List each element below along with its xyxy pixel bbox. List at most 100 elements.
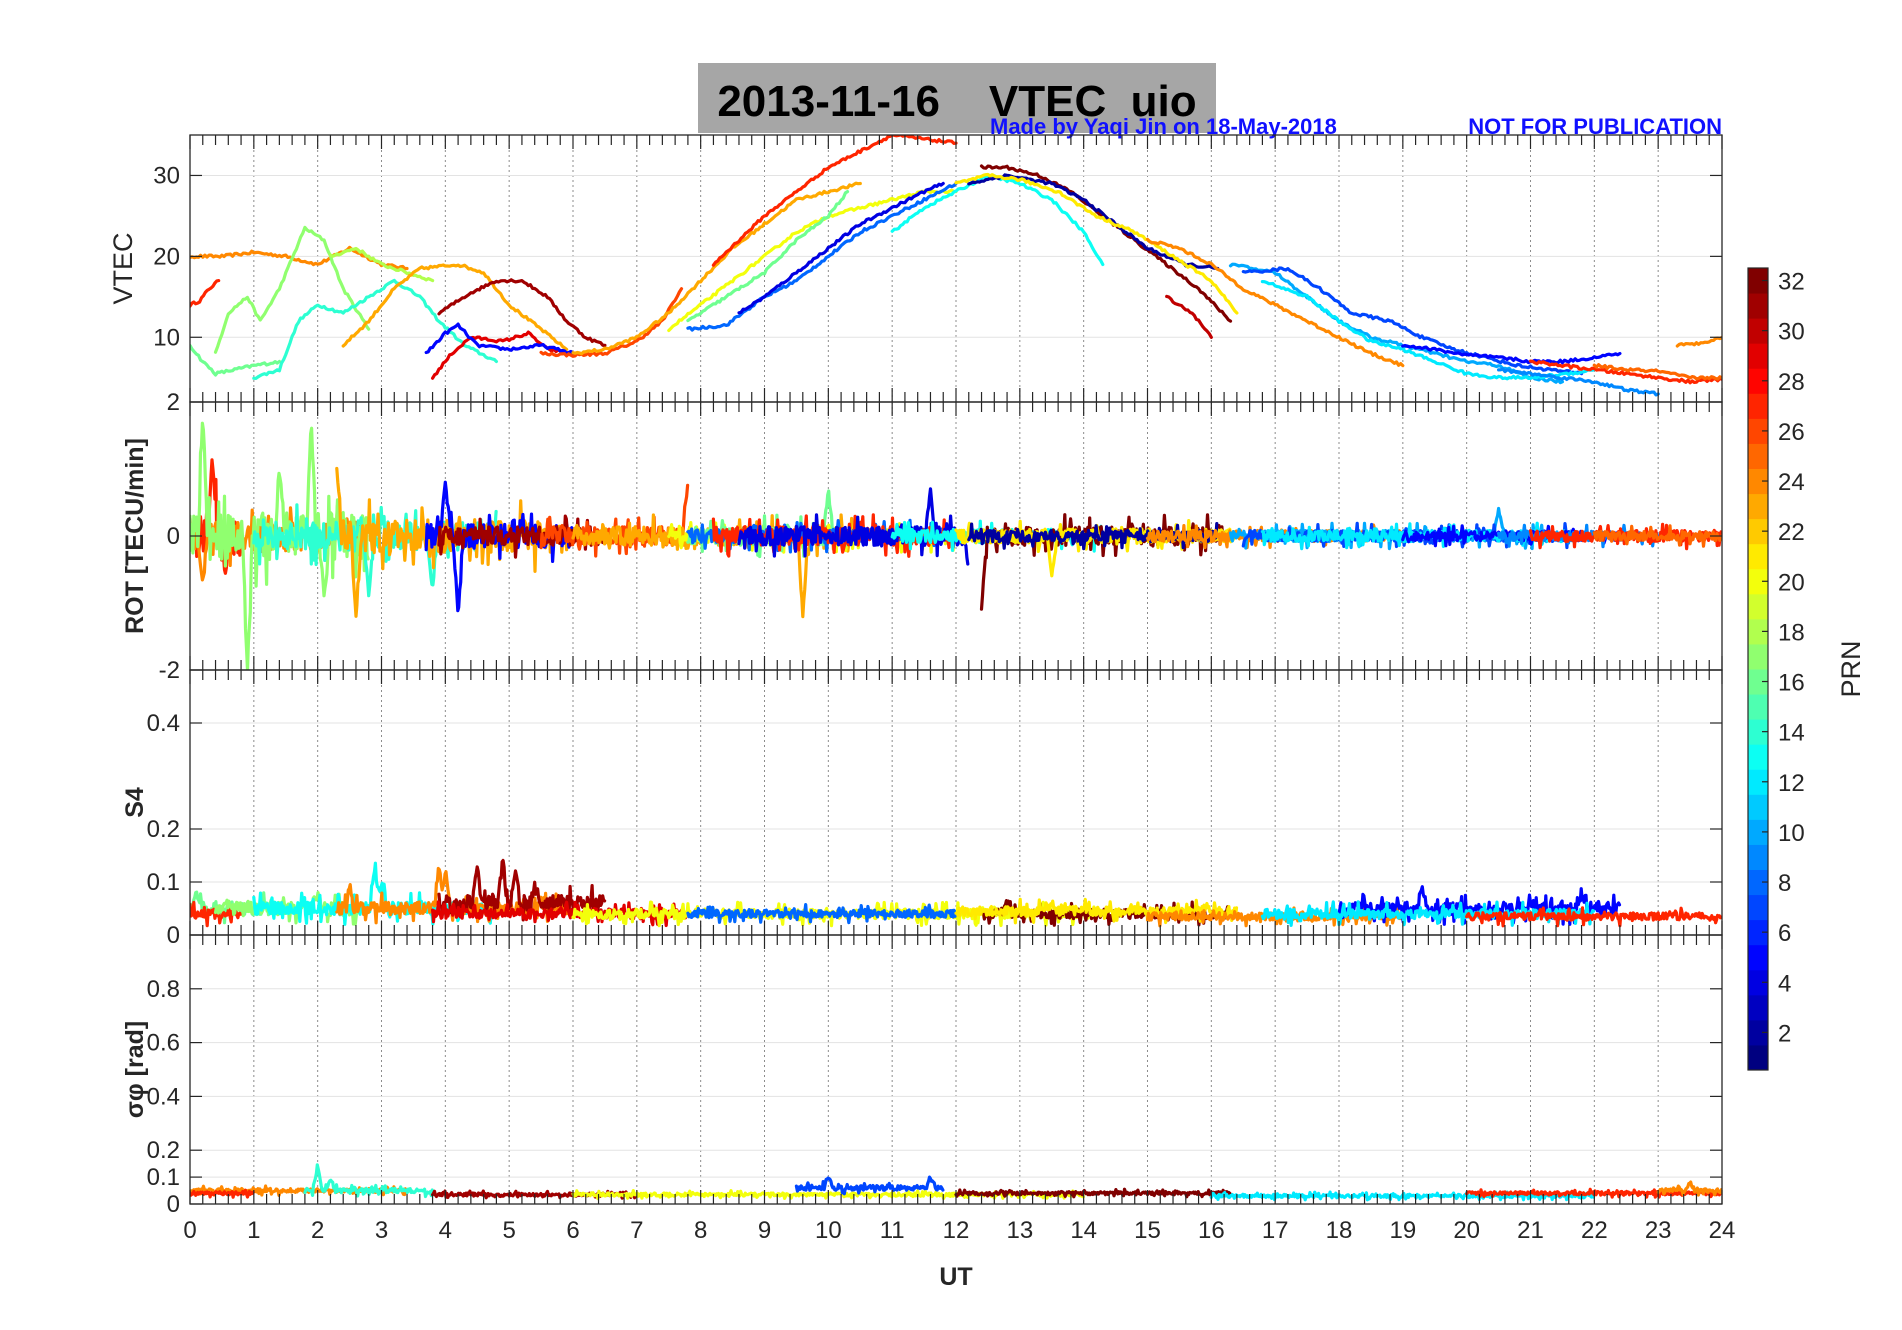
- series-prn-27: [1528, 359, 1722, 385]
- colorbar-swatch: [1748, 393, 1768, 419]
- x-tick-label: 11: [880, 1217, 905, 1244]
- y-tick-label: 0.1: [147, 869, 180, 896]
- series-group: [190, 858, 1722, 928]
- colorbar-swatch: [1748, 468, 1768, 495]
- colorbar-swatch: [1748, 318, 1768, 344]
- y-tick-label: -2: [159, 657, 180, 684]
- colorbar-tick-label: 4: [1778, 970, 1791, 997]
- x-tick-label: 5: [502, 1217, 515, 1244]
- x-tick-label: 10: [815, 1217, 842, 1244]
- panel-sigma_phi: 00.10.2 0.4 0.6 0.8 σφ [rad]: [121, 934, 1723, 1218]
- y-tick-label: 30: [153, 162, 180, 189]
- chart-title: 2013-11-16 VTEC uio: [717, 77, 1196, 126]
- colorbar-tick-label: 24: [1778, 469, 1805, 496]
- y-axis-label: ROT [TECU/min]: [121, 438, 149, 634]
- colorbar-frame: [1747, 267, 1769, 1071]
- colorbar-swatch: [1748, 493, 1768, 520]
- colorbar-swatch: [1748, 368, 1768, 394]
- y-tick-label: 0.2: [147, 816, 180, 843]
- series-group: [190, 135, 1722, 397]
- series-prn-16: [686, 190, 850, 323]
- series-prn-4: [737, 181, 945, 315]
- panel-s4: 0 0.1 0.2 0.4 S4: [121, 669, 1723, 949]
- series-prn-25: [1592, 524, 1722, 548]
- series-prn-18: [328, 246, 435, 283]
- series-prn-26: [539, 287, 684, 358]
- colorbar-swatch: [1748, 518, 1768, 545]
- series-prn-5: [1401, 343, 1622, 365]
- colorbar-tick-label: 30: [1778, 319, 1805, 346]
- colorbar-swatch: [1748, 794, 1768, 820]
- series-prn-7: [794, 1175, 945, 1196]
- series-prn-27: [711, 135, 958, 267]
- colorbar-tick-label: 16: [1778, 670, 1805, 697]
- colorbar-swatch: [1748, 744, 1768, 770]
- colorbar-swatch: [1748, 443, 1768, 469]
- x-tick-label: 3: [375, 1217, 388, 1244]
- panel-vtec: 10 20 30 VTEC: [108, 134, 1723, 403]
- y-tick-label: 2: [167, 389, 180, 416]
- x-tick-label: 17: [1262, 1217, 1289, 1244]
- series-group: [190, 421, 1722, 670]
- colorbar-swatch: [1748, 618, 1768, 645]
- colorbar-tick-label: 14: [1778, 720, 1805, 747]
- colorbar-swatch: [1748, 543, 1768, 570]
- colorbar-tick-label: 10: [1778, 820, 1805, 847]
- series-prn-24: [1675, 335, 1722, 348]
- series-prn-27: [190, 1188, 255, 1199]
- series-prn-24: [1145, 237, 1405, 368]
- colorbar-tick-label: 26: [1778, 419, 1805, 446]
- colorbar-swatch: [1748, 1019, 1768, 1046]
- y-tick-label: 0.4: [147, 1083, 180, 1110]
- colorbar-tick-label: 28: [1778, 369, 1805, 396]
- y-tick-label: 0.6: [147, 1030, 180, 1057]
- colorbar-tick-label: 22: [1778, 519, 1805, 546]
- colorbar-swatch: [1748, 268, 1768, 294]
- colorbar-swatch: [1748, 994, 1768, 1021]
- x-axis: 0 1 2 3 4 5 6 7 8 9 10 11 12 13 14 15 16 17 18 19 20 21 22 23 24…: [183, 1217, 1735, 1291]
- y-tick-label: 0: [167, 1191, 180, 1218]
- colorbar-swatch: [1748, 869, 1768, 896]
- colorbar-swatch: [1748, 944, 1768, 971]
- x-tick-label: 0: [183, 1217, 196, 1244]
- title-group: 2013-11-16 VTEC uio Made by Yaqi Jin on …: [698, 63, 1722, 139]
- y-tick-label: 0: [167, 523, 180, 550]
- series-prn-27: [190, 279, 221, 308]
- y-tick-label: 10: [153, 324, 180, 351]
- panel-rot: -2 0 2 ROT [TECU/min]: [121, 389, 1723, 684]
- colorbar-tick-label: 20: [1778, 569, 1805, 596]
- series-prn-13: [890, 173, 1105, 267]
- colorbar-swatch: [1748, 919, 1768, 946]
- series-prn-5: [424, 322, 575, 356]
- series-prn-5: [1337, 885, 1622, 926]
- y-axis-label: S4: [121, 787, 149, 818]
- series-prn-9: [1497, 367, 1660, 397]
- x-tick-label: 2: [311, 1217, 324, 1244]
- x-tick-label: 14: [1070, 1217, 1097, 1244]
- series-prn-29: [431, 330, 575, 380]
- x-tick-label: 18: [1326, 1217, 1353, 1244]
- x-tick-label: 6: [566, 1217, 579, 1244]
- colorbar-tick-label: 2: [1778, 1020, 1791, 1047]
- series-prn-14: [252, 278, 498, 380]
- title-background: [698, 63, 1216, 133]
- x-tick-label: 8: [694, 1217, 707, 1244]
- x-tick-label: 20: [1453, 1217, 1480, 1244]
- series-prn-32: [979, 164, 1233, 323]
- colorbar-label: PRN: [1836, 640, 1866, 697]
- colorbar-tick-label: 6: [1778, 920, 1791, 947]
- x-tick-label: 19: [1389, 1217, 1416, 1244]
- colorbar-swatch: [1748, 669, 1768, 695]
- x-tick-label: 1: [247, 1217, 260, 1244]
- series-prn-23: [341, 263, 569, 351]
- x-tick-label: 23: [1645, 1217, 1672, 1244]
- colorbar-tick-label: 18: [1778, 619, 1805, 646]
- colorbar-swatch: [1748, 418, 1768, 444]
- x-tick-label: 9: [758, 1217, 771, 1244]
- colorbar-swatch: [1748, 593, 1768, 620]
- x-tick-label: 4: [439, 1217, 452, 1244]
- x-tick-label: 21: [1517, 1217, 1544, 1244]
